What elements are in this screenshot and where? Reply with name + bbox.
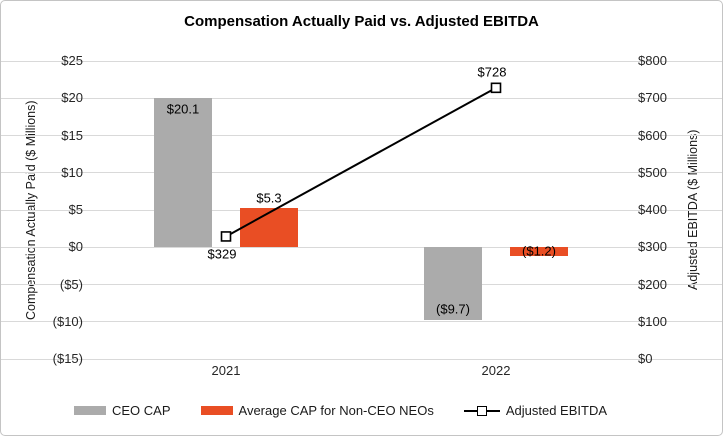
bar-data-label: $20.1	[166, 101, 200, 116]
x-axis-label: 2021	[211, 363, 241, 378]
legend-label: Adjusted EBITDA	[505, 403, 607, 418]
gridline	[1, 358, 722, 360]
line-marker	[490, 82, 502, 94]
gridline	[1, 246, 722, 248]
y-tick-right: $300	[638, 239, 667, 255]
y-tick-left: $25	[61, 53, 83, 68]
y-tick-right: $200	[638, 276, 667, 292]
bar-average-cap-for-non-ceo-neos	[510, 247, 568, 257]
gridline	[1, 135, 722, 136]
bar-data-label: $5.3	[256, 190, 282, 206]
y-tick-left: ($15)	[52, 351, 83, 366]
y-tick-right: $800	[638, 53, 667, 68]
x-axis-label: 2022	[481, 363, 511, 378]
y-tick-left: $15	[61, 127, 83, 143]
bar-ceo-cap	[154, 97, 212, 248]
y-tick-left: ($5)	[59, 276, 83, 292]
legend-swatch-orange-bar	[200, 406, 233, 415]
gridline	[1, 60, 722, 62]
y-tick-left: $0	[68, 239, 83, 255]
bar-ceo-cap	[424, 247, 482, 320]
bar-average-cap-for-non-ceo-neos	[240, 207, 298, 248]
legend-swatch-line-marker	[463, 405, 500, 416]
y-tick-left: $10	[61, 164, 83, 180]
y-tick-right: $100	[638, 313, 667, 329]
legend-item: Average CAP for Non-CEO NEOs	[200, 403, 434, 418]
gridline	[1, 209, 722, 211]
gridline	[1, 284, 722, 285]
line-data-label: $329	[207, 246, 237, 262]
line-data-label: $728	[477, 64, 507, 80]
y-tick-left: $5	[68, 202, 83, 217]
legend-label: Average CAP for Non-CEO NEOs	[238, 403, 434, 418]
gridline	[1, 321, 722, 323]
chart-title: Compensation Actually Paid vs. Adjusted …	[184, 13, 539, 30]
legend-swatch-gray-bar	[74, 406, 106, 415]
legend-square-marker	[476, 405, 487, 416]
y-tick-left: $20	[61, 90, 83, 106]
legend-item: Adjusted EBITDA	[463, 403, 607, 418]
bar-data-label: ($1.2)	[522, 243, 556, 259]
y-tick-right: $0	[638, 351, 653, 366]
legend-item: CEO CAP	[74, 403, 171, 418]
line-marker	[220, 231, 232, 242]
y-tick-right: $700	[638, 90, 667, 106]
gridline	[1, 172, 722, 174]
y-tick-right: $500	[638, 164, 667, 180]
bar-data-label: ($9.7)	[436, 301, 470, 316]
y-tick-right: $400	[638, 202, 667, 217]
legend-label: CEO CAP	[112, 403, 171, 418]
gridline	[1, 97, 722, 99]
y-tick-left: ($10)	[52, 313, 83, 329]
y-tick-right: $600	[638, 127, 667, 143]
legend: CEO CAP Average CAP for Non-CEO NEOs Adjus…	[74, 403, 607, 418]
